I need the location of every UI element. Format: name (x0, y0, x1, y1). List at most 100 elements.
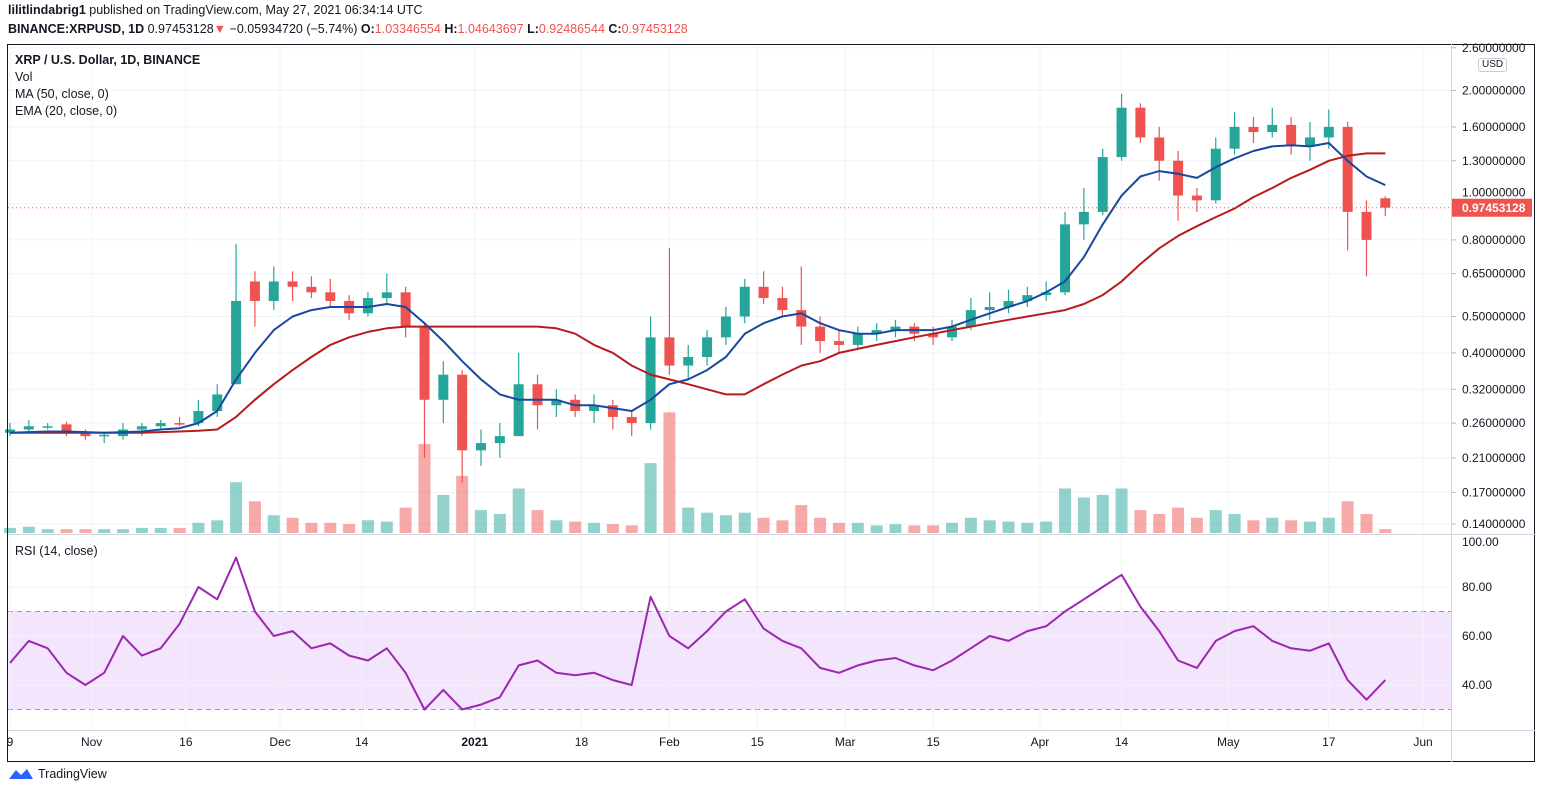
price-tick-label: 0.40000000 (1462, 346, 1526, 360)
tradingview-logo[interactable]: TradingView (8, 767, 107, 781)
candle (1191, 187, 1202, 212)
volume-bar (493, 513, 506, 533)
candle-body (1097, 157, 1108, 212)
volume-bar (267, 515, 280, 533)
volume-bar (98, 529, 111, 533)
candle (381, 273, 392, 304)
candle-body (1154, 137, 1165, 161)
rsi-line (9, 556, 1387, 711)
close-value: 0.97453128 (621, 22, 688, 36)
volume-bar (211, 520, 224, 533)
candle-body (1173, 160, 1184, 196)
candle (720, 307, 731, 345)
volume-bar (135, 527, 148, 533)
candle (1097, 148, 1108, 216)
candle-body (1304, 137, 1315, 147)
volume-bar (946, 522, 958, 533)
volume-bar (719, 515, 732, 533)
candle (739, 278, 750, 324)
candle-body (720, 316, 731, 338)
candle-body (457, 374, 468, 451)
time-tick-label: Feb (659, 735, 680, 749)
candle-body (589, 405, 600, 412)
volume-bar (701, 512, 714, 533)
candle (155, 419, 166, 430)
candle-body (607, 405, 618, 417)
volume-bar (927, 525, 940, 533)
candle-body (1323, 126, 1334, 138)
volume-bar (531, 510, 544, 533)
volume-bar (248, 501, 261, 533)
volume-bar (1266, 517, 1279, 533)
volume-bar (738, 512, 751, 533)
candle-body (99, 434, 110, 437)
price-tick-label: 0.50000000 (1462, 310, 1526, 324)
candle (1304, 121, 1315, 161)
publisher-name[interactable]: lilitlindabrig1 (8, 3, 86, 17)
volume-bar (380, 521, 393, 533)
candle-body (1078, 211, 1089, 225)
volume-bar (1115, 488, 1128, 533)
time-tick-label: May (1217, 735, 1240, 749)
candle-body (758, 286, 769, 299)
rsi-tick-label: 100.00 (1462, 535, 1499, 549)
legend-ema: EMA (20, close, 0) (15, 104, 118, 118)
candle-body (1210, 148, 1221, 201)
triangle-down-icon: ▼ (213, 22, 227, 36)
candle-body (664, 337, 675, 366)
volume-bar (286, 517, 299, 533)
price-tick-label: 0.26000000 (1462, 416, 1526, 430)
candle (174, 416, 185, 427)
candle-body (306, 286, 317, 293)
volume-bar (22, 526, 35, 533)
volume-bar (117, 529, 130, 533)
candle-body (419, 326, 430, 400)
volume-bar (814, 517, 827, 533)
candle-body (796, 310, 807, 327)
candle (61, 421, 72, 437)
candle (702, 330, 713, 366)
volume-bar (908, 525, 921, 533)
candle-body (476, 443, 486, 451)
price-tick-label: 0.80000000 (1462, 233, 1526, 247)
volume-bar (1190, 517, 1203, 533)
candle-body (61, 424, 72, 433)
ema20-line (9, 142, 1386, 434)
price-tick-label: 0.65000000 (1462, 267, 1526, 281)
volume-bar (192, 522, 205, 533)
candle-body (739, 286, 750, 317)
candle (1361, 200, 1372, 277)
publish-info: lilitlindabrig1 published on TradingView… (8, 3, 423, 17)
high-value: 1.04643697 (457, 22, 524, 36)
candle-body (249, 281, 260, 301)
time-tick-label: 15 (926, 735, 940, 749)
volume-bar (305, 522, 318, 533)
candle-body (193, 411, 204, 424)
volume-bar (1322, 517, 1335, 533)
volume-bar (1285, 520, 1298, 533)
volume-bar (1247, 520, 1260, 533)
volume-bar (588, 522, 601, 533)
volume-bar (776, 520, 789, 533)
legend-vol: Vol (15, 70, 33, 84)
candle-body (381, 292, 392, 299)
volume-bar (1209, 510, 1222, 533)
volume-bar (230, 482, 243, 533)
candle (1380, 196, 1391, 217)
time-tick-label: 16 (179, 735, 193, 749)
candle-body (1248, 126, 1259, 133)
price-change: −0.05934720 (−5.74%) (229, 22, 358, 36)
currency-badge[interactable]: USD (1478, 58, 1508, 72)
open-value: 1.03346554 (374, 22, 441, 36)
candle (193, 399, 204, 427)
price-tick-label: 0.17000000 (1462, 485, 1526, 499)
candle (231, 244, 242, 385)
candle-body (833, 341, 844, 345)
candle (645, 316, 656, 430)
candle-body (1022, 295, 1033, 301)
candle (833, 330, 844, 353)
candle-body (551, 399, 562, 406)
volume-bar (870, 525, 883, 533)
volume-bar (437, 494, 450, 533)
